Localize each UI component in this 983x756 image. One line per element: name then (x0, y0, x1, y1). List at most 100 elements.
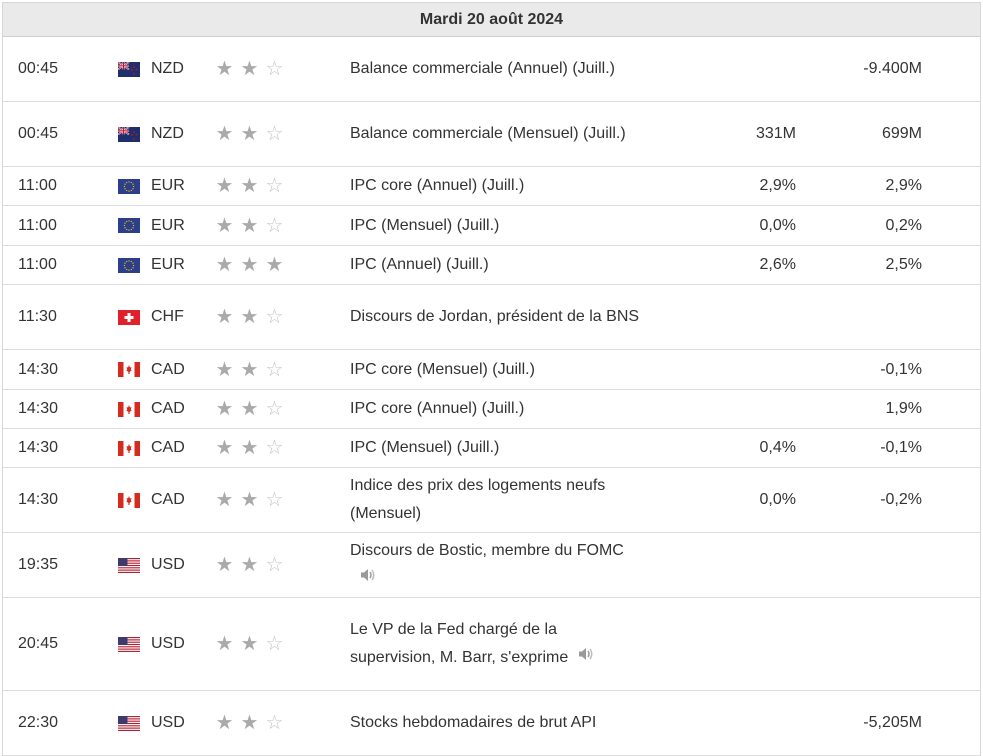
filled-star-icon: ★ (215, 58, 234, 80)
event-row[interactable]: 14:30 CAD ★ ★ ☆ IPC core (Mensuel) (Juill.) -0… (3, 350, 980, 390)
event-row[interactable]: 19:35 USD ★ ★ ☆ Discours de Bostic, membre du… (3, 533, 980, 598)
event-name[interactable]: Balance commerciale (Annuel) (Juill.) (350, 37, 640, 101)
importance-stars: ★ ★ ★ (215, 246, 284, 284)
event-name[interactable]: Le VP de la Fed chargé de la supervision… (350, 598, 640, 690)
event-row[interactable]: 14:30 CAD ★ ★ ☆ IPC (Mensuel) (Juill.) 0,4% -0,… (3, 429, 980, 468)
filled-star-icon: ★ (240, 358, 259, 381)
filled-star-icon: ★ (215, 175, 234, 197)
currency-code: EUR (151, 177, 185, 194)
event-name[interactable]: IPC core (Annuel) (Juill.) (350, 167, 640, 205)
event-row[interactable]: 14:30 CAD ★ ★ ☆ IPC core (Annuel) (Juill.) 1,9… (3, 390, 980, 429)
empty-star-icon: ☆ (265, 58, 284, 80)
event-row[interactable]: 00:45 NZD ★ ★ ☆ Balance commerciale (Annuel) … (3, 37, 980, 102)
filled-star-icon: ★ (240, 123, 259, 145)
previous-value: 0,2% (885, 216, 922, 234)
event-time: 11:00 (18, 177, 57, 194)
currency-code: USD (151, 556, 185, 573)
event-name[interactable]: IPC (Annuel) (Juill.) (350, 246, 640, 284)
event-title[interactable]: Discours de Bostic, membre du FOMC (350, 537, 640, 593)
event-row[interactable]: 20:45 USD ★ ★ ☆ Le VP de la Fed chargé de la … (3, 598, 980, 691)
forecast-value: 331M (755, 125, 796, 142)
date-header: Mardi 20 août 2024 (3, 3, 980, 37)
event-time: 14:30 (18, 439, 59, 456)
event-name[interactable]: IPC core (Mensuel) (Juill.) (350, 350, 640, 389)
event-title[interactable]: IPC (Mensuel) (Juill.) (350, 439, 500, 456)
event-time: 22:30 (18, 714, 59, 731)
filled-star-icon: ★ (240, 58, 259, 80)
event-name[interactable]: IPC (Mensuel) (Juill.) (350, 429, 640, 467)
currency-cell: EUR (118, 246, 185, 284)
filled-star-icon: ★ (265, 254, 284, 276)
us-flag-icon (118, 557, 140, 573)
event-title[interactable]: IPC (Mensuel) (Juill.) (350, 216, 500, 234)
importance-stars: ★ ★ ☆ (215, 390, 284, 428)
nz-flag-icon (118, 61, 140, 77)
filled-star-icon: ★ (215, 306, 234, 328)
currency-code: USD (151, 635, 185, 652)
forecast-value: 2,9% (759, 177, 796, 194)
currency-cell: USD (118, 598, 185, 690)
filled-star-icon: ★ (240, 175, 259, 197)
eu-flag-icon (118, 257, 140, 273)
speaker-icon (359, 565, 377, 593)
currency-cell: CAD (118, 429, 185, 467)
filled-star-icon: ★ (240, 306, 259, 328)
event-title[interactable]: Indice des prix des logements neufs (Men… (350, 477, 606, 522)
currency-cell: CAD (118, 468, 185, 532)
event-title[interactable]: Discours de Jordan, président de la BNS (350, 308, 640, 325)
us-flag-icon (118, 636, 140, 652)
empty-star-icon: ☆ (265, 712, 284, 734)
nz-flag-icon (118, 126, 140, 142)
empty-star-icon: ☆ (265, 306, 284, 328)
event-title[interactable]: Balance commerciale (Annuel) (Juill.) (350, 60, 615, 77)
currency-cell: NZD (118, 37, 184, 101)
event-title[interactable]: IPC (Annuel) (Juill.) (350, 256, 489, 273)
event-time: 11:30 (18, 308, 57, 325)
event-name[interactable]: IPC core (Annuel) (Juill.) (350, 390, 640, 428)
currency-cell: CHF (118, 285, 184, 349)
event-row[interactable]: 11:00 EUR ★ ★ ☆ IPC core (Annuel) (Juill.) 2,9… (3, 167, 980, 206)
event-name[interactable]: Discours de Bostic, membre du FOMC (350, 533, 640, 597)
event-row[interactable]: 22:30 USD ★ ★ ☆ Stocks hebdomadaires de brut … (3, 691, 980, 756)
event-title[interactable]: IPC core (Annuel) (Juill.) (350, 177, 525, 194)
ca-flag-icon (118, 492, 140, 508)
filled-star-icon: ★ (240, 214, 259, 237)
event-title[interactable]: Balance commerciale (Mensuel) (Juill.) (350, 125, 626, 142)
event-time: 19:35 (18, 556, 59, 573)
currency-cell: USD (118, 691, 185, 755)
importance-stars: ★ ★ ☆ (215, 285, 284, 349)
empty-star-icon: ☆ (265, 175, 284, 197)
event-name[interactable]: IPC (Mensuel) (Juill.) (350, 206, 640, 245)
eu-flag-icon (118, 218, 140, 233)
event-time: 11:00 (18, 256, 57, 273)
event-title[interactable]: IPC core (Mensuel) (Juill.) (350, 360, 535, 378)
event-name[interactable]: Balance commerciale (Mensuel) (Juill.) (350, 102, 640, 166)
event-name[interactable]: Indice des prix des logements neufs (Men… (350, 468, 640, 532)
ca-flag-icon (118, 401, 140, 417)
filled-star-icon: ★ (240, 554, 259, 576)
event-title[interactable]: Stocks hebdomadaires de brut API (350, 714, 597, 731)
event-name[interactable]: Discours de Jordan, président de la BNS (350, 285, 640, 349)
currency-code: NZD (151, 60, 184, 77)
forecast-value: 0,0% (759, 216, 796, 234)
previous-value: 2,5% (885, 256, 922, 273)
importance-stars: ★ ★ ☆ (215, 102, 284, 166)
event-row[interactable]: 00:45 NZD ★ ★ ☆ Balance commerciale (Mensuel)… (3, 102, 980, 167)
previous-value: -0,1% (880, 360, 922, 378)
event-row[interactable]: 11:30 CHF ★ ★ ☆ Discours de Jordan, président… (3, 285, 980, 350)
importance-stars: ★ ★ ☆ (215, 350, 284, 389)
importance-stars: ★ ★ ☆ (215, 37, 284, 101)
event-row[interactable]: 14:30 CAD ★ ★ ☆ Indice des prix des logements… (3, 468, 980, 533)
event-row[interactable]: 11:00 EUR ★ ★ ☆ IPC (Mensuel) (Juill.) 0,0% 0,2… (3, 206, 980, 246)
event-title[interactable]: Le VP de la Fed chargé de la supervision… (350, 616, 640, 672)
filled-star-icon: ★ (215, 712, 234, 734)
event-row[interactable]: 11:00 EUR ★ ★ ★ IPC (Annuel) (Juill.) 2,6% 2,5% (3, 246, 980, 285)
empty-star-icon: ☆ (265, 633, 284, 655)
filled-star-icon: ★ (215, 437, 234, 459)
event-title[interactable]: IPC core (Annuel) (Juill.) (350, 400, 525, 417)
importance-stars: ★ ★ ☆ (215, 206, 284, 245)
previous-value: -0,1% (880, 439, 922, 456)
event-name[interactable]: Stocks hebdomadaires de brut API (350, 691, 640, 755)
empty-star-icon: ☆ (265, 358, 284, 381)
event-time: 00:45 (18, 125, 59, 142)
